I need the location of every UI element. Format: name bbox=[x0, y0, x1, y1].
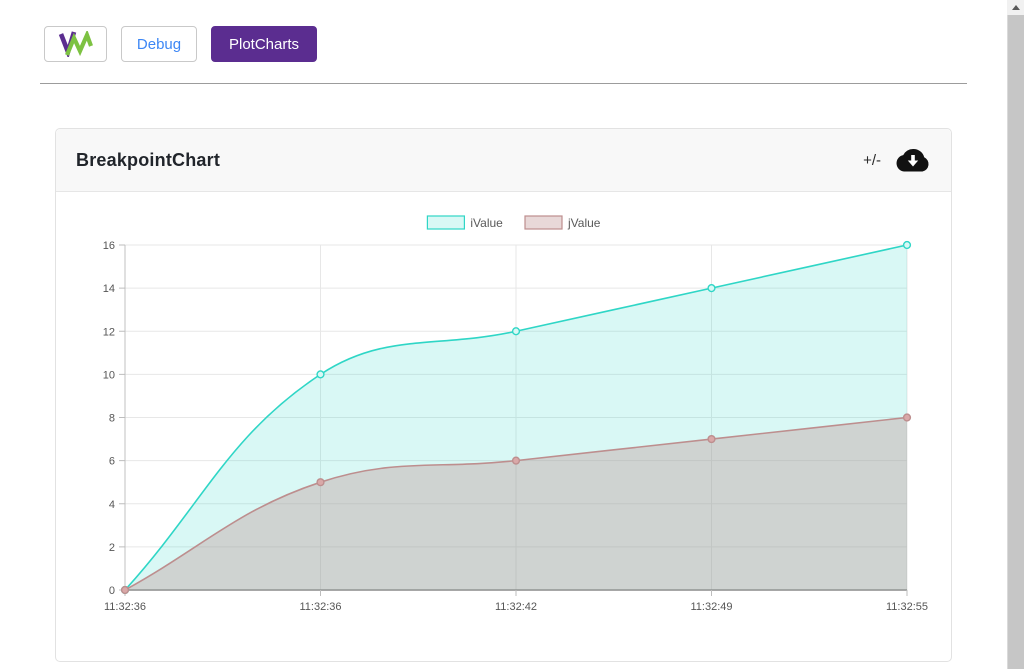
card-header: BreakpointChart +/- bbox=[56, 129, 951, 192]
plotcharts-button-label: PlotCharts bbox=[229, 35, 300, 53]
svg-text:11:32:36: 11:32:36 bbox=[299, 601, 341, 613]
svg-text:16: 16 bbox=[103, 240, 115, 252]
svg-text:12: 12 bbox=[103, 326, 115, 338]
svg-text:14: 14 bbox=[103, 283, 115, 295]
svg-text:4: 4 bbox=[109, 499, 115, 511]
svg-text:6: 6 bbox=[109, 456, 115, 468]
svg-text:2: 2 bbox=[109, 542, 115, 554]
scroll-up-icon bbox=[1011, 5, 1020, 10]
svg-text:11:32:55: 11:32:55 bbox=[886, 601, 928, 613]
vm-logo-icon bbox=[57, 31, 95, 57]
vertical-scrollbar[interactable] bbox=[1007, 0, 1024, 669]
svg-text:0: 0 bbox=[109, 585, 115, 597]
plotcharts-button[interactable]: PlotCharts bbox=[211, 26, 318, 62]
svg-text:10: 10 bbox=[103, 369, 115, 381]
home-logo-button[interactable] bbox=[44, 26, 107, 62]
navbar-divider bbox=[40, 83, 967, 84]
chart-canvas: 0 2 4 6 8 10 12 14 16 11:32:36 11:32:36 11:32:42 11:… bbox=[103, 215, 928, 613]
svg-text:11:32:42: 11:32:42 bbox=[495, 601, 537, 613]
card-body: 0 2 4 6 8 10 12 14 16 11:32:36 11:32:36 11:32:42 11:… bbox=[56, 192, 951, 661]
breakpoint-chart-card: BreakpointChart +/- 0 bbox=[55, 128, 952, 662]
scrollbar-thumb[interactable] bbox=[1007, 15, 1024, 669]
download-button[interactable] bbox=[895, 146, 931, 174]
debug-button[interactable]: Debug bbox=[121, 26, 197, 62]
collapse-toggle[interactable]: +/- bbox=[863, 151, 881, 169]
svg-text:8: 8 bbox=[109, 413, 115, 425]
svg-text:11:32:36: 11:32:36 bbox=[104, 601, 146, 613]
scroll-up-button[interactable] bbox=[1007, 0, 1024, 15]
svg-text:jValue: jValue bbox=[567, 216, 601, 230]
navbar: Debug PlotCharts bbox=[0, 0, 1007, 62]
card-header-actions: +/- bbox=[863, 146, 931, 174]
card-title: BreakpointChart bbox=[76, 149, 221, 170]
debug-button-label: Debug bbox=[136, 35, 182, 53]
svg-text:iValue: iValue bbox=[470, 216, 503, 230]
svg-text:11:32:49: 11:32:49 bbox=[690, 601, 732, 613]
cloud-download-icon bbox=[895, 146, 931, 174]
